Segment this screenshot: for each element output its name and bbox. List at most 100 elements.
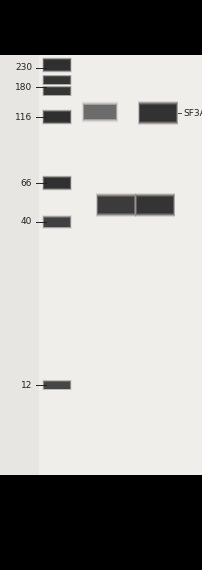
Bar xyxy=(135,194,175,216)
Bar xyxy=(139,103,178,124)
Bar xyxy=(84,105,116,119)
Bar xyxy=(43,111,71,124)
Bar xyxy=(43,58,71,72)
Bar xyxy=(140,105,176,121)
Bar xyxy=(44,87,70,95)
Bar xyxy=(43,381,71,389)
Bar xyxy=(83,103,117,121)
Bar xyxy=(43,59,71,71)
Bar xyxy=(44,88,70,95)
Text: 180: 180 xyxy=(15,83,32,92)
Bar xyxy=(83,103,117,121)
Bar xyxy=(135,193,175,217)
Bar xyxy=(43,86,71,96)
Bar xyxy=(43,76,71,84)
Bar xyxy=(96,193,136,217)
Bar xyxy=(43,215,71,229)
Text: 116: 116 xyxy=(15,112,32,121)
Bar xyxy=(0,55,39,475)
Bar xyxy=(43,86,71,96)
Bar xyxy=(44,111,70,123)
Bar xyxy=(43,381,71,389)
Bar xyxy=(44,178,70,188)
Bar xyxy=(44,60,70,70)
Bar xyxy=(83,104,117,120)
Bar xyxy=(44,88,70,95)
Bar xyxy=(39,55,202,475)
Bar xyxy=(136,194,175,215)
Bar xyxy=(43,110,71,124)
Bar xyxy=(135,193,175,217)
Bar xyxy=(98,197,134,213)
Bar xyxy=(136,196,174,214)
Bar xyxy=(42,75,72,85)
Bar xyxy=(84,105,116,119)
Bar xyxy=(44,76,70,83)
Bar xyxy=(139,103,177,123)
Bar xyxy=(43,176,71,190)
Bar xyxy=(42,215,72,229)
Bar xyxy=(42,380,72,390)
Bar xyxy=(44,112,70,122)
Bar xyxy=(43,75,71,85)
Bar xyxy=(44,76,70,84)
Bar xyxy=(43,76,71,84)
Bar xyxy=(43,217,71,227)
Bar xyxy=(42,176,72,190)
Text: SF3A1: SF3A1 xyxy=(183,108,202,117)
Bar xyxy=(43,380,71,390)
Bar xyxy=(43,380,71,390)
Bar xyxy=(138,102,178,124)
Bar xyxy=(44,217,70,227)
Bar xyxy=(44,60,70,70)
Bar xyxy=(43,75,71,85)
Bar xyxy=(137,197,173,214)
Bar xyxy=(97,196,135,214)
Bar xyxy=(42,215,72,229)
Bar xyxy=(44,218,70,226)
Bar xyxy=(42,75,72,86)
Text: 66: 66 xyxy=(20,178,32,188)
Bar xyxy=(137,197,173,213)
Bar xyxy=(44,217,70,227)
Bar xyxy=(140,105,176,121)
Bar xyxy=(137,197,173,213)
Bar xyxy=(98,197,134,213)
Bar xyxy=(42,86,72,96)
Bar xyxy=(42,380,72,390)
Bar xyxy=(97,195,135,215)
Text: 12: 12 xyxy=(21,381,32,389)
Bar xyxy=(136,195,174,215)
Bar xyxy=(43,58,71,72)
Bar xyxy=(42,109,72,124)
Text: 230: 230 xyxy=(15,63,32,72)
Bar xyxy=(44,87,70,95)
Bar xyxy=(138,101,178,125)
Bar xyxy=(82,101,118,123)
Bar xyxy=(44,178,70,188)
Bar xyxy=(43,111,71,123)
Bar xyxy=(42,380,72,390)
Bar xyxy=(139,103,177,123)
Bar xyxy=(42,176,72,191)
Bar xyxy=(42,58,72,72)
Bar xyxy=(42,58,72,72)
Bar xyxy=(44,381,70,389)
Bar xyxy=(96,193,136,217)
Bar xyxy=(82,101,118,123)
Bar xyxy=(43,111,71,123)
Bar xyxy=(44,178,70,188)
Bar xyxy=(83,104,117,120)
Bar xyxy=(82,102,118,122)
Bar xyxy=(42,75,72,86)
Bar xyxy=(43,216,71,228)
Bar xyxy=(44,112,70,122)
Bar xyxy=(44,381,70,389)
Bar xyxy=(44,76,70,83)
Bar xyxy=(140,104,176,121)
Bar xyxy=(97,196,135,214)
Bar xyxy=(44,381,70,389)
Bar xyxy=(43,87,71,95)
Bar xyxy=(42,86,72,96)
Bar xyxy=(42,175,72,191)
